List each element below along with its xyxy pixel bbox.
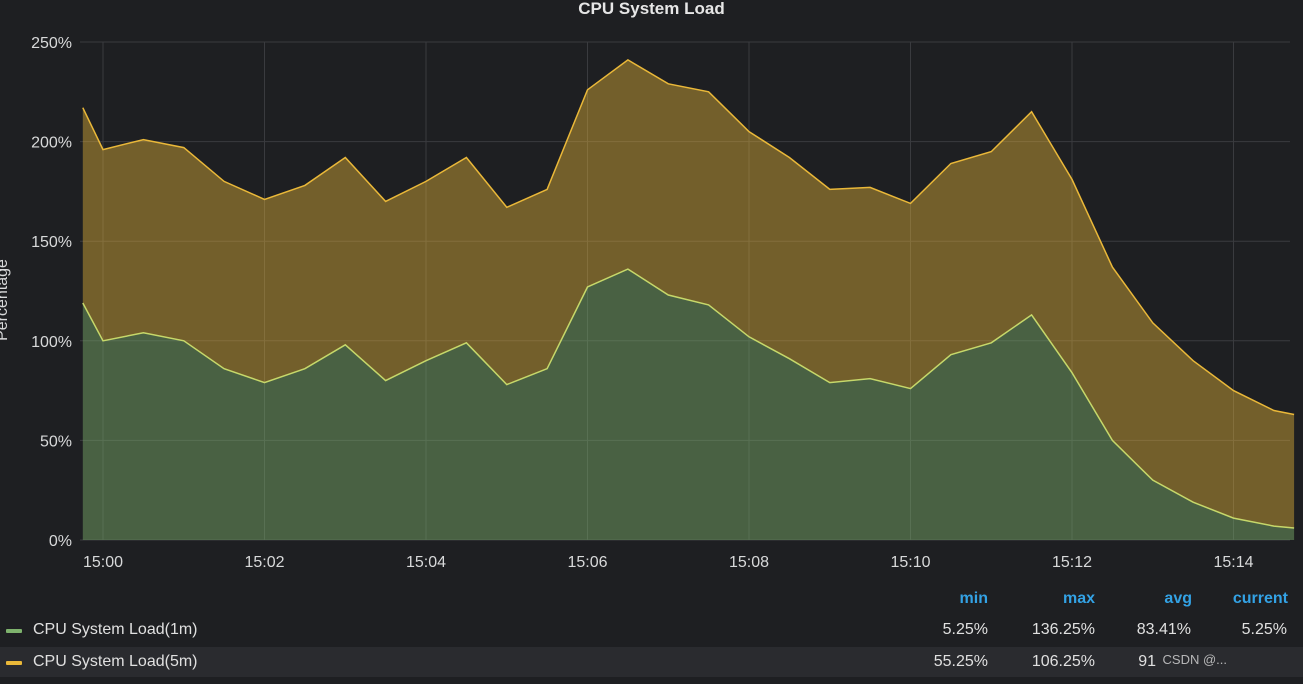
- y-axis-label: Percentage: [0, 259, 11, 341]
- legend-col-avg[interactable]: avg: [1164, 590, 1192, 607]
- y-tick-label: 50%: [40, 433, 72, 450]
- legend-row-1m[interactable]: CPU System Load(1m) 5.25% 136.25% 83.41%…: [0, 615, 1303, 645]
- legend-min-value: 55.25%: [933, 653, 988, 670]
- area-series-5m: [82, 59, 1295, 529]
- legend-max-value: 136.25%: [1031, 621, 1095, 638]
- legend-col-current[interactable]: current: [1232, 590, 1288, 607]
- y-tick-label: 200%: [31, 135, 72, 152]
- legend-current-value: 5.25%: [1241, 621, 1287, 638]
- watermark: CSDN @...: [1162, 652, 1227, 667]
- legend-col-max[interactable]: max: [1062, 590, 1095, 607]
- x-tick-label: 15:10: [890, 554, 930, 571]
- x-tick-label: 15:00: [83, 554, 123, 571]
- legend-swatch-5m: [6, 661, 22, 665]
- legend-swatch-1m: [6, 629, 22, 633]
- legend-avg-value: 91: [1138, 653, 1156, 670]
- chart-area: 0% 50% 100% 150% 200% 250% 15:00 15:02 15:04 15:0…: [0, 35, 1295, 571]
- panel-title: CPU System Load: [578, 0, 725, 18]
- y-tick-label: 150%: [31, 234, 72, 251]
- x-tick-label: 15:02: [244, 554, 284, 571]
- area-series-1m: [82, 269, 1295, 540]
- x-tick-label: 15:14: [1213, 554, 1253, 571]
- y-tick-label: 0%: [49, 533, 72, 550]
- x-tick-label: 15:04: [406, 554, 446, 571]
- x-tick-label: 15:08: [729, 554, 769, 571]
- legend-row-5m[interactable]: CPU System Load(5m) 55.25% 106.25% 91: [0, 647, 1303, 677]
- line-series-1m: [82, 268, 1295, 529]
- legend-min-value: 5.25%: [942, 621, 988, 638]
- line-series-5m: [82, 59, 1295, 416]
- legend-avg-value: 83.41%: [1136, 621, 1191, 638]
- x-tick-label: 15:06: [567, 554, 607, 571]
- x-tick-label: 15:12: [1052, 554, 1092, 571]
- legend-series-name[interactable]: CPU System Load(1m): [33, 621, 198, 638]
- legend-max-value: 106.25%: [1031, 653, 1095, 670]
- legend-col-min[interactable]: min: [959, 590, 988, 607]
- legend-series-name[interactable]: CPU System Load(5m): [33, 653, 198, 670]
- y-tick-label: 100%: [31, 334, 72, 351]
- y-tick-label: 250%: [31, 35, 72, 52]
